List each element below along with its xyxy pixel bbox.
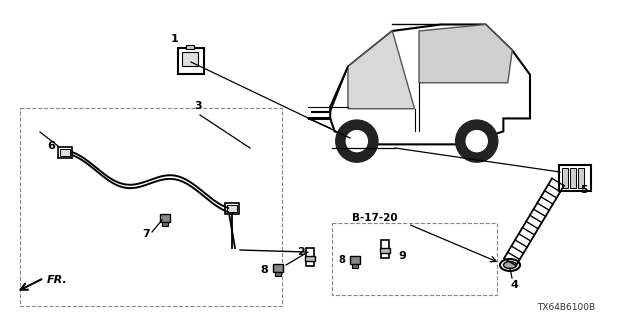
Text: 5: 5 (580, 185, 588, 195)
Text: 3: 3 (194, 101, 202, 111)
Bar (332, 223, 497, 295)
Text: 7: 7 (142, 229, 150, 239)
Circle shape (336, 120, 378, 162)
Polygon shape (348, 31, 415, 109)
Bar (162, 222, 168, 226)
Ellipse shape (504, 261, 516, 268)
Bar (186, 45, 194, 49)
Text: 8: 8 (338, 255, 345, 265)
Bar (160, 214, 170, 222)
Circle shape (466, 131, 487, 152)
Polygon shape (308, 25, 530, 144)
Bar (178, 48, 204, 74)
Text: 4: 4 (510, 280, 518, 290)
Bar (578, 168, 584, 188)
Circle shape (346, 131, 367, 152)
Bar (275, 272, 281, 276)
Bar (352, 264, 358, 268)
Circle shape (456, 120, 498, 162)
Bar (381, 240, 389, 258)
Bar (380, 248, 390, 253)
Text: FR.: FR. (47, 275, 68, 285)
Bar (306, 248, 314, 266)
Text: 2: 2 (297, 247, 305, 257)
Bar (182, 52, 198, 66)
Text: B-17-20: B-17-20 (352, 213, 398, 223)
Bar (305, 256, 315, 261)
Ellipse shape (500, 259, 520, 271)
Text: 6: 6 (47, 141, 55, 151)
Bar (570, 168, 576, 188)
Bar (273, 264, 283, 272)
Bar (225, 203, 239, 213)
Text: 9: 9 (398, 251, 406, 261)
Bar (60, 148, 70, 156)
Text: 1: 1 (171, 34, 179, 44)
Bar (562, 168, 568, 188)
Bar (350, 256, 360, 264)
Polygon shape (419, 25, 512, 83)
Text: TX64B6100B: TX64B6100B (537, 303, 595, 312)
Bar (58, 147, 72, 157)
Bar (559, 165, 591, 191)
Bar (227, 204, 237, 212)
Text: 8: 8 (260, 265, 268, 275)
Bar (20, 108, 282, 306)
